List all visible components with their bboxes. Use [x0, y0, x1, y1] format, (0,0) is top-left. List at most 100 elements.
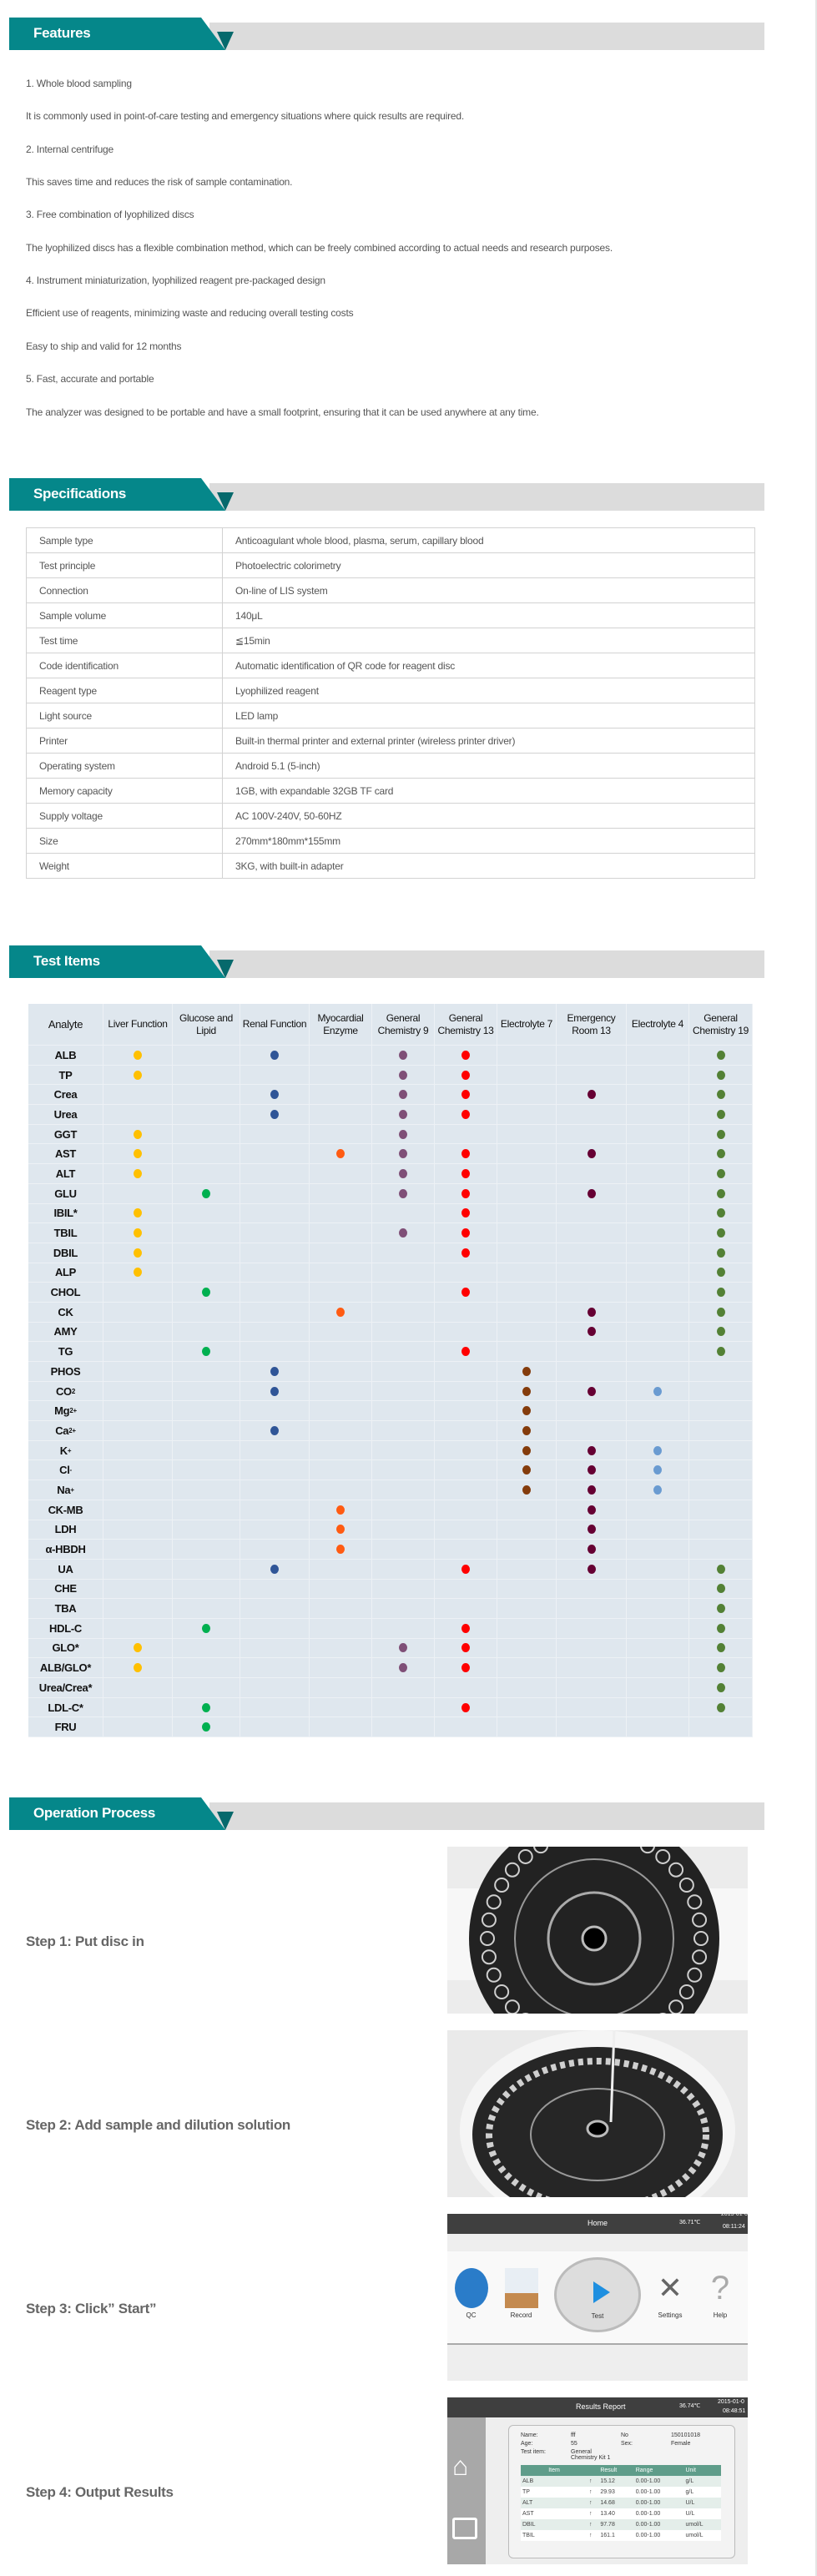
included-dot-icon: [336, 1307, 345, 1317]
panel-cell: [689, 1500, 753, 1520]
home-icon[interactable]: ⌂: [452, 2451, 469, 2481]
included-dot-icon: [587, 1149, 596, 1159]
spec-value: 270mm*180mm*155mm: [222, 828, 755, 854]
record-button[interactable]: Record: [502, 2268, 540, 2319]
included-dot-icon: [587, 1525, 596, 1535]
panel-cell: [310, 1046, 372, 1066]
included-dot-icon: [399, 1109, 407, 1119]
analyte-row: UA: [28, 1559, 753, 1580]
page-scrollbar-edge: [815, 0, 817, 2576]
included-dot-icon: [134, 1168, 142, 1178]
panel-cell: [103, 1540, 173, 1560]
panel-cell: [689, 1599, 753, 1619]
drawer-icon: [504, 2268, 538, 2308]
included-dot-icon: [399, 1050, 407, 1060]
analyte-name: AST: [28, 1144, 103, 1165]
panel-cell: [103, 1579, 173, 1600]
result-cell: AST: [522, 2511, 534, 2517]
tools-icon: ✕: [657, 2271, 683, 2305]
panel-cell: [497, 1322, 557, 1343]
analyte-name: ALT: [28, 1164, 103, 1184]
panel-cell: [372, 1520, 435, 1540]
panel-cell: [173, 1263, 240, 1283]
panel-cell: [689, 1263, 753, 1283]
settings-button[interactable]: ✕ Settings: [649, 2268, 691, 2319]
analyte-name: AMY: [28, 1322, 103, 1343]
panel-cell: [103, 1046, 173, 1066]
panel-cell: [435, 1065, 497, 1086]
included-dot-icon: [134, 1228, 142, 1238]
panel-cell: [435, 1638, 497, 1659]
panel-cell: [310, 1342, 372, 1362]
panel-cell: [240, 1401, 310, 1422]
time: 08:11:24: [723, 2224, 745, 2230]
included-dot-icon: [587, 1445, 596, 1455]
printer-icon[interactable]: [452, 2518, 477, 2539]
panel-cell: [173, 1520, 240, 1540]
panel-cell: [497, 1421, 557, 1441]
panel-cell: [173, 1085, 240, 1106]
included-dot-icon: [399, 1228, 407, 1238]
panel-cell: [435, 1579, 497, 1600]
included-dot-icon: [134, 1129, 142, 1139]
panel-cell: [240, 1717, 310, 1738]
analyte-row: CHOL: [28, 1283, 753, 1303]
analyte-name: Urea/Crea*: [28, 1678, 103, 1698]
test-start-button[interactable]: Test: [554, 2257, 641, 2332]
spec-row: Test time ≦15min: [26, 628, 755, 653]
panel-cell: [173, 1124, 240, 1145]
result-cell: 0.00-1.00: [635, 2500, 661, 2506]
panel-cell: [240, 1678, 310, 1698]
panel-cell: [497, 1144, 557, 1165]
analyte-row: HDL-C: [28, 1618, 753, 1639]
qc-button[interactable]: QC: [452, 2268, 490, 2319]
panel-cell: [103, 1243, 173, 1263]
panel-cell: [627, 1697, 689, 1718]
included-dot-icon: [134, 1149, 142, 1159]
panel-cell: [689, 1440, 753, 1461]
panel-cell: [103, 1401, 173, 1422]
panel-cell: [689, 1362, 753, 1382]
features-title: Features: [33, 25, 91, 41]
included-dot-icon: [134, 1268, 142, 1278]
panel-cell: [103, 1322, 173, 1343]
spec-row: Connection On-line of LIS system: [26, 577, 755, 603]
panel-cell: [173, 1342, 240, 1362]
barcode-icon: [454, 2268, 488, 2308]
spec-label: Test principle: [26, 552, 223, 578]
panel-cell: [372, 1678, 435, 1698]
play-icon: [593, 2281, 610, 2303]
included-dot-icon: [716, 1347, 725, 1357]
panel-cell: [173, 1381, 240, 1402]
panel-cell: [435, 1440, 497, 1461]
analyte-name: ALP: [28, 1263, 103, 1283]
included-dot-icon: [522, 1465, 531, 1475]
panel-cell: [689, 1302, 753, 1323]
result-row: ALB ↑ 15.12 0.00-1.00 g/L: [521, 2476, 721, 2487]
spec-label: Sample volume: [26, 602, 223, 628]
feature-line: The analyzer was designed to be portable…: [26, 406, 539, 418]
panel-cell: [103, 1717, 173, 1738]
included-dot-icon: [716, 1564, 725, 1574]
panel-cell: [173, 1362, 240, 1382]
panel-cell: [689, 1144, 753, 1165]
included-dot-icon: [716, 1623, 725, 1633]
panel-cell: [310, 1085, 372, 1106]
panel-cell: [310, 1381, 372, 1402]
spec-label: Code identification: [26, 653, 223, 678]
panel-cell: [557, 1105, 627, 1125]
panel-cell: [103, 1105, 173, 1125]
included-dot-icon: [716, 1050, 725, 1060]
panel-cell: [173, 1322, 240, 1343]
panel-cell: [435, 1500, 497, 1520]
panel-cell: [240, 1283, 310, 1303]
panel-cell: [627, 1164, 689, 1184]
spec-value: Lyophilized reagent: [222, 678, 755, 703]
analyte-name: Urea: [28, 1105, 103, 1125]
feature-line: 4. Instrument miniaturization, lyophiliz…: [26, 275, 325, 286]
panel-cell: [173, 1223, 240, 1243]
help-button[interactable]: ? Help: [699, 2268, 741, 2319]
result-cell: ALB: [522, 2478, 534, 2484]
panel-cell: [310, 1440, 372, 1461]
included-dot-icon: [653, 1465, 662, 1475]
